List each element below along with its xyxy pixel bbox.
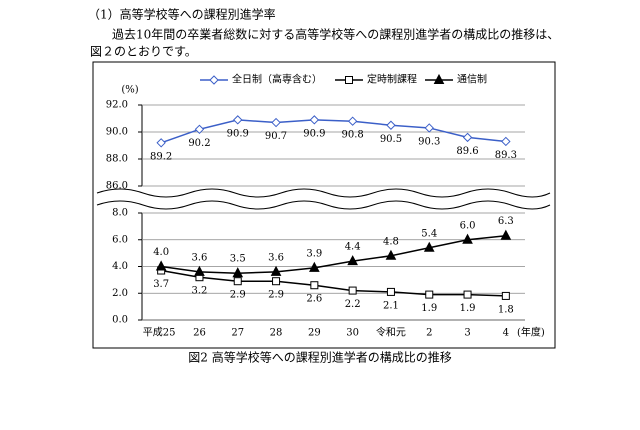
marker [194, 124, 205, 135]
data-label: 4.4 [345, 242, 361, 253]
data-label: 3.9 [306, 248, 322, 259]
y-tick-label: 0.0 [112, 315, 128, 326]
legend-label: 定時制課程 [367, 73, 417, 86]
marker [463, 290, 472, 299]
x-unit: (年度) [517, 326, 545, 339]
heading: （1）高等学校等への課程別進学率 [88, 7, 276, 22]
marker [385, 249, 397, 260]
marker [424, 123, 434, 133]
data-label: 4.8 [383, 236, 399, 247]
data-label: 2.1 [383, 300, 399, 311]
marker [347, 116, 358, 126]
data-label: 89.3 [495, 150, 517, 161]
x-tick-label: 3 [464, 328, 470, 339]
data-label: 90.8 [342, 130, 364, 141]
data-label: 2.9 [230, 290, 246, 301]
x-tick-label: 令和元 [376, 326, 406, 339]
marker [309, 261, 320, 272]
data-label: 3.7 [153, 279, 169, 290]
marker [386, 287, 395, 296]
marker [155, 260, 167, 271]
series-line [161, 269, 506, 297]
data-label: 6.3 [498, 216, 514, 227]
marker [425, 290, 434, 299]
figure-caption: 図2 高等学校等への課程別進学者の構成比の推移 [188, 350, 451, 365]
data-label: 3.2 [191, 286, 207, 297]
x-tick-label: 26 [193, 328, 206, 339]
series-line [160, 119, 506, 144]
x-tick-label: 28 [270, 328, 283, 339]
data-label: 2.2 [345, 299, 361, 310]
data-label: 3.6 [268, 252, 284, 263]
marker [271, 117, 281, 128]
marker [209, 75, 219, 85]
x-tick-label: 29 [308, 328, 321, 339]
marker [423, 241, 435, 252]
marker [462, 132, 473, 143]
paragraph-line: 過去10年間の卒業者総数に対する高等学校等への課程別進学者の構成比の推移は、 [112, 27, 559, 42]
y-tick-label: 6.0 [112, 234, 128, 245]
marker [500, 229, 512, 240]
data-label: 90.9 [227, 128, 249, 139]
axis-break [96, 188, 551, 198]
data-label: 90.9 [303, 128, 325, 139]
data-label: 6.0 [460, 220, 476, 231]
axis-break [96, 200, 551, 210]
data-label: 4.0 [153, 247, 169, 258]
marker [348, 286, 357, 295]
data-label: 5.4 [421, 228, 437, 239]
marker [501, 291, 510, 300]
y-tick-label: 92.0 [106, 100, 128, 111]
legend-label: 通信制 [457, 73, 487, 86]
marker [309, 115, 320, 125]
y-unit: (%) [121, 85, 138, 96]
marker [386, 120, 396, 130]
data-label: 89.2 [150, 151, 172, 162]
y-tick-label: 88.0 [106, 154, 128, 165]
marker [272, 277, 281, 286]
marker [232, 267, 244, 278]
marker [233, 277, 242, 286]
data-label: 90.7 [265, 131, 287, 142]
x-tick-label: 平成25 [143, 327, 176, 339]
y-tick-label: 90.0 [106, 127, 128, 138]
marker [233, 115, 243, 125]
data-label: 89.6 [456, 146, 478, 157]
data-label: 3.5 [230, 254, 246, 265]
marker [433, 73, 445, 84]
y-tick-label: 4.0 [112, 261, 128, 272]
marker [501, 136, 511, 147]
marker [345, 76, 353, 84]
marker [462, 233, 473, 244]
y-tick-label: 86.0 [106, 181, 128, 192]
x-tick-label: 4 [503, 328, 509, 339]
data-label: 90.2 [188, 138, 210, 149]
marker [347, 255, 358, 266]
data-label: 1.9 [421, 303, 437, 314]
x-tick-label: 2 [426, 328, 432, 339]
legend-label: 全日制（高専含む） [232, 73, 322, 86]
data-label: 2.6 [306, 294, 322, 305]
paragraph-line: 図２のとおりです。 [90, 45, 197, 59]
marker [194, 265, 205, 276]
data-label: 2.9 [268, 290, 284, 301]
data-label: 90.3 [418, 136, 440, 147]
data-label: 90.5 [380, 134, 402, 145]
x-tick-label: 30 [346, 328, 359, 339]
marker [310, 281, 319, 290]
data-label: 3.6 [191, 252, 207, 263]
y-tick-label: 8.0 [112, 208, 128, 219]
series-line [161, 234, 506, 274]
data-label: 1.8 [498, 304, 514, 315]
marker [156, 138, 166, 148]
y-tick-label: 2.0 [112, 288, 128, 299]
marker [270, 265, 282, 276]
chart-frame [92, 61, 556, 349]
data-label: 1.9 [460, 303, 476, 314]
x-tick-label: 27 [231, 328, 244, 339]
